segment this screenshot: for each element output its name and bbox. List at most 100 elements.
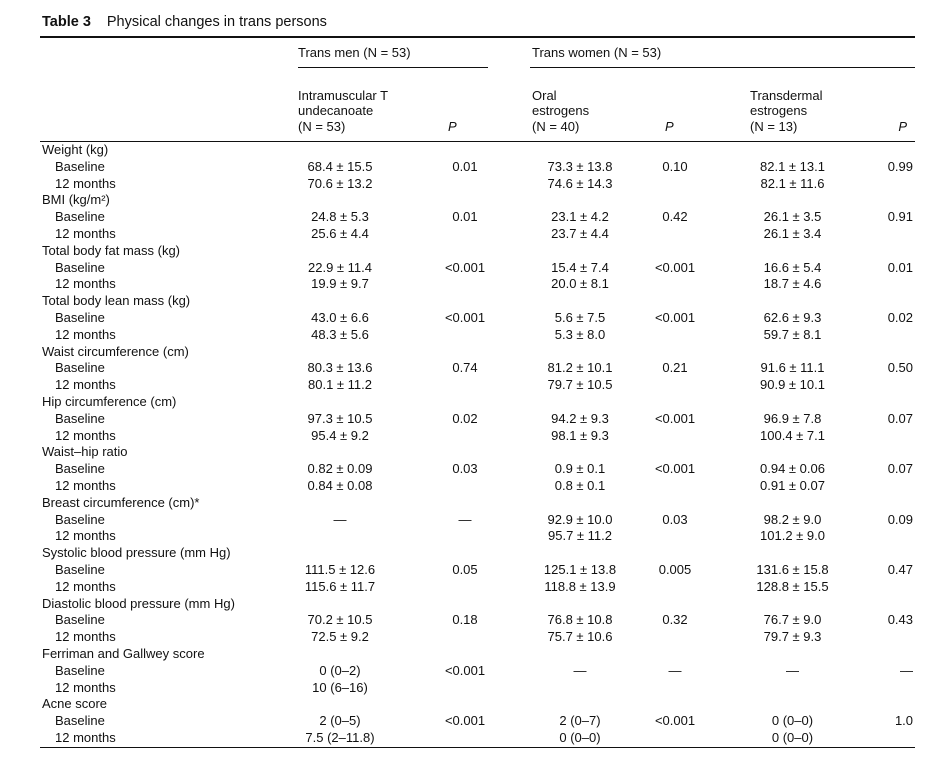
column-header-line: undecanoate	[298, 103, 374, 118]
value-cell: 24.8 ± 5.3	[311, 209, 369, 225]
pvalue-cell	[400, 478, 530, 495]
row-label: 12 months	[55, 326, 116, 342]
column-header-5: Transdermal estrogens (N = 13)	[720, 68, 865, 142]
pvalue-cell: <0.001	[654, 309, 696, 325]
row-label: Baseline	[55, 511, 105, 527]
value-cell: 0 (0–2)	[319, 662, 361, 678]
value-cell: 68.4 ± 15.5	[307, 158, 373, 174]
pvalue-cell	[630, 444, 720, 461]
data-row: Baseline 97.3 ± 10.5 0.02 94.2 ± 9.3 <0.001 9…	[40, 411, 915, 428]
value-cell	[720, 545, 865, 562]
pvalue-cell: —	[900, 662, 914, 678]
pvalue-cell	[865, 226, 915, 243]
pvalue-cell	[865, 646, 915, 663]
row-label: Weight (kg)	[42, 142, 109, 157]
value-cell	[720, 680, 865, 697]
data-row: Baseline 80.3 ± 13.6 0.74 81.2 ± 10.1 0.21 91…	[40, 360, 915, 377]
value-cell: 95.4 ± 9.2	[311, 427, 369, 443]
column-header-line: estrogens	[532, 103, 590, 118]
value-cell: 118.8 ± 13.9	[544, 578, 616, 594]
value-cell	[530, 495, 630, 512]
column-header-line: P	[448, 118, 457, 134]
pvalue-cell	[865, 142, 915, 159]
value-cell	[720, 495, 865, 512]
value-cell: —	[786, 662, 799, 678]
pvalue-cell	[630, 327, 720, 344]
value-cell: 97.3 ± 10.5	[307, 410, 373, 426]
value-cell	[280, 394, 400, 411]
value-cell: 62.6 ± 9.3	[763, 309, 822, 325]
value-cell	[530, 545, 630, 562]
data-row: Baseline 2 (0–5) <0.001 2 (0–7) <0.001 0 (0–0…	[40, 713, 915, 730]
row-label: 12 months	[55, 477, 116, 493]
row-label: Baseline	[55, 158, 105, 174]
value-cell: 23.7 ± 4.4	[551, 225, 609, 241]
row-label: 12 months	[55, 175, 116, 191]
value-cell	[720, 142, 865, 159]
pvalue-cell	[630, 142, 720, 159]
pvalue-cell	[630, 243, 720, 260]
value-cell	[720, 444, 865, 461]
value-cell: 80.3 ± 13.6	[307, 360, 373, 376]
pvalue-cell: 0.99	[887, 158, 914, 174]
row-label: Systolic blood pressure (mm Hg)	[42, 545, 231, 561]
pvalue-cell	[865, 444, 915, 461]
group-header-trans-men: Trans men (N = 53)	[298, 45, 488, 68]
value-cell: 15.4 ± 7.4	[551, 259, 609, 275]
pvalue-cell	[865, 192, 915, 209]
value-cell: 0.84 ± 0.08	[307, 477, 373, 493]
pvalue-cell	[630, 596, 720, 613]
row-label: Baseline	[55, 461, 105, 477]
pvalue-cell: <0.001	[654, 713, 696, 729]
pvalue-cell	[400, 293, 530, 310]
value-cell: 115.6 ± 11.7	[304, 578, 376, 594]
pvalue-cell	[865, 680, 915, 697]
value-cell	[530, 243, 630, 260]
pvalue-cell: 0.03	[662, 511, 688, 527]
value-cell: 92.9 ± 10.0	[547, 511, 613, 527]
pvalue-cell	[630, 646, 720, 663]
pvalue-cell: 0.07	[887, 410, 914, 426]
column-header-0	[40, 68, 280, 142]
value-cell	[530, 444, 630, 461]
pvalue-cell	[865, 394, 915, 411]
value-cell: 0.8 ± 0.1	[554, 477, 606, 493]
value-cell: 0.82 ± 0.09	[307, 461, 373, 477]
value-cell	[280, 495, 400, 512]
pvalue-cell: <0.001	[444, 713, 486, 729]
data-row: Baseline 111.5 ± 12.6 0.05 125.1 ± 13.8 0.00…	[40, 562, 915, 579]
column-header-3: Oral estrogens (N = 40)	[530, 68, 630, 142]
data-row: 12 months 72.5 ± 9.2 75.7 ± 10.6 79.7 ± 9.3	[40, 629, 915, 646]
column-header-line: Intramuscular T	[298, 87, 389, 103]
value-cell: —	[333, 511, 347, 527]
value-cell: 128.8 ± 15.5	[756, 578, 829, 594]
value-cell: 26.1 ± 3.4	[763, 225, 822, 241]
value-cell: 101.2 ± 9.0	[760, 528, 825, 544]
category-row: Diastolic blood pressure (mm Hg)	[40, 596, 915, 613]
data-row: Baseline 0.82 ± 0.09 0.03 0.9 ± 0.1 <0.001 0.…	[40, 461, 915, 478]
pvalue-cell: <0.001	[654, 259, 696, 275]
pvalue-cell: <0.001	[654, 461, 696, 477]
column-header-6: P	[865, 68, 916, 142]
pvalue-cell	[630, 176, 720, 193]
row-label: Total body lean mass (kg)	[42, 293, 191, 309]
pvalue-cell: 0.02	[887, 309, 914, 325]
row-label: Baseline	[55, 209, 105, 225]
row-label: Baseline	[55, 309, 105, 325]
value-cell: 95.7 ± 11.2	[548, 528, 612, 544]
row-label: 12 months	[55, 225, 116, 241]
column-header-4: P	[630, 68, 720, 142]
data-row: Baseline — — 92.9 ± 10.0 0.03 98.2 ± 9.0 0.09	[40, 512, 915, 529]
value-cell: 82.1 ± 13.1	[760, 158, 825, 174]
data-row: 12 months 95.4 ± 9.2 98.1 ± 9.3 100.4 ± 7.1	[40, 428, 915, 445]
pvalue-cell	[630, 394, 720, 411]
row-label: Diastolic blood pressure (mm Hg)	[42, 595, 235, 611]
data-row: 12 months 19.9 ± 9.7 20.0 ± 8.1 18.7 ± 4.6	[40, 276, 915, 293]
pvalue-cell	[865, 696, 915, 713]
pvalue-cell: 0.10	[662, 158, 688, 174]
pvalue-cell	[865, 327, 915, 344]
pvalue-cell	[630, 192, 720, 209]
value-cell: 19.9 ± 9.7	[311, 276, 369, 292]
data-row: 12 months 25.6 ± 4.4 23.7 ± 4.4 26.1 ± 3.4	[40, 226, 915, 243]
pvalue-cell	[400, 629, 530, 646]
